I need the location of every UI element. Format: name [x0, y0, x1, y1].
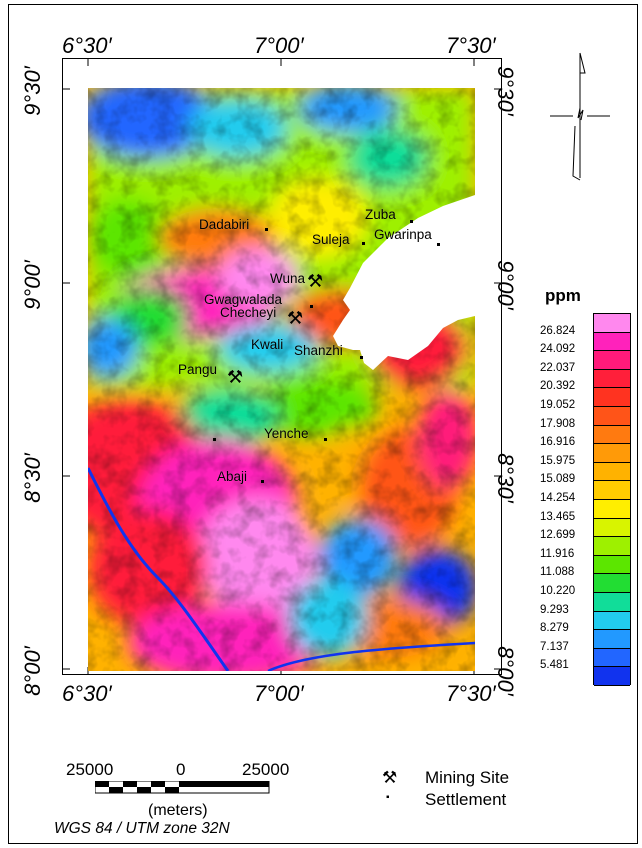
legend-value-label: 24.092 — [540, 343, 576, 356]
legend-color-step — [594, 593, 630, 612]
legend-value-label: 15.089 — [540, 473, 576, 486]
legend-value-label: 20.392 — [540, 380, 576, 393]
legend-color-step — [594, 425, 630, 445]
legend-value-label: 16.916 — [540, 436, 576, 449]
place-label: Zuba — [365, 207, 396, 222]
place-label: Gwarinpa — [374, 227, 432, 242]
legend-color-step — [594, 648, 630, 668]
legend-color-step — [594, 444, 630, 463]
legend-colorbar — [593, 313, 631, 686]
legend-value-label: 13.465 — [540, 510, 576, 523]
map-raster — [88, 88, 475, 671]
place-label: Kwali — [251, 337, 284, 352]
settlement-dot — [310, 305, 313, 308]
place-label: Abaji — [217, 469, 248, 484]
scalebar-right: 25000 — [242, 760, 290, 779]
place-label: Yenche — [264, 426, 309, 441]
lon-label-top-1: 6°30′ — [62, 33, 112, 58]
lon-label-bottom-2: 7°00′ — [254, 681, 304, 706]
legend-color-step — [594, 518, 630, 538]
projection-label: WGS 84 / UTM zone 32N — [54, 820, 230, 837]
lon-label-top-2: 7°00′ — [254, 33, 304, 58]
legend-color-step — [594, 611, 630, 631]
settlement-dot — [324, 438, 327, 441]
mining-site-icon: ⚒ — [227, 367, 244, 387]
scalebar-mid: 0 — [176, 760, 186, 779]
legend-color-step — [594, 407, 630, 426]
place-label: Wuna — [270, 271, 306, 286]
scalebar-units: (meters) — [148, 802, 208, 819]
settlement-dot — [360, 356, 363, 359]
mining-site-icon: ⚒ — [287, 308, 304, 328]
place-label: Shanzhi — [294, 343, 343, 358]
legend-color-step — [594, 369, 630, 389]
place-label: Dadabiri — [199, 217, 250, 232]
legend-value-label: 11.088 — [540, 566, 575, 579]
place-label: Suleja — [312, 232, 350, 247]
place-label: Pangu — [178, 362, 218, 377]
geochemical-map — [88, 88, 475, 671]
legend-color-step — [594, 351, 630, 370]
legend-color-step — [594, 630, 630, 649]
legend-value-label: 5.481 — [540, 659, 569, 672]
legend-value-label: 19.052 — [540, 399, 576, 411]
legend-value-label: 22.037 — [540, 361, 576, 374]
legend-value-label: 12.699 — [540, 529, 576, 542]
legend-color-step — [594, 667, 630, 686]
legend-color-step — [594, 574, 630, 593]
legend-value-label: 14.254 — [540, 492, 576, 504]
place-label: Checheyi — [220, 305, 277, 320]
legend-color-step — [594, 388, 630, 407]
settlement-dot — [265, 228, 268, 231]
legend-value-label: 15.975 — [540, 454, 576, 467]
scalebar-left: 25000 — [66, 760, 114, 779]
legend-title: ppm — [545, 286, 581, 305]
north-arrow-icon — [550, 52, 610, 181]
lon-label-bottom-1: 6°30′ — [62, 681, 112, 706]
settlement-key-icon: ▪ — [386, 792, 390, 803]
legend-color-step — [594, 332, 630, 352]
legend-color-step — [594, 481, 630, 500]
legend-value-label: 9.293 — [540, 603, 569, 616]
mining-site-key-label: Mining Site — [425, 768, 510, 787]
settlement-dot — [261, 480, 264, 483]
settlement-dot — [410, 220, 413, 223]
settlement-dot — [213, 438, 216, 441]
lon-label-bottom-3: 7°30′ — [446, 681, 496, 706]
legend-color-step — [594, 500, 630, 519]
legend-value-label: 26.824 — [540, 324, 576, 337]
place-label: Gwagwalada — [204, 292, 283, 307]
legend-color-step — [594, 537, 630, 556]
legend-color-step — [594, 314, 630, 333]
legend-value-label: 17.908 — [540, 417, 576, 430]
legend-value-label: 10.220 — [540, 585, 576, 597]
settlement-dot — [362, 242, 365, 245]
mining-site-icon: ⚒ — [307, 271, 324, 291]
mining-site-key-icon: ⚒ — [382, 768, 398, 787]
settlement-dot — [437, 243, 440, 246]
lon-label-top-3: 7°30′ — [446, 33, 496, 58]
legend-value-label: 7.137 — [540, 640, 569, 653]
map-neatline — [62, 58, 502, 675]
legend-value-label: 11.916 — [540, 547, 575, 560]
legend-color-step — [594, 462, 630, 482]
settlement-key-label: Settlement — [425, 790, 507, 809]
map-frame — [8, 4, 638, 844]
scalebar — [95, 781, 270, 794]
legend-color-step — [594, 555, 630, 575]
legend-value-label: 8.279 — [540, 622, 569, 635]
